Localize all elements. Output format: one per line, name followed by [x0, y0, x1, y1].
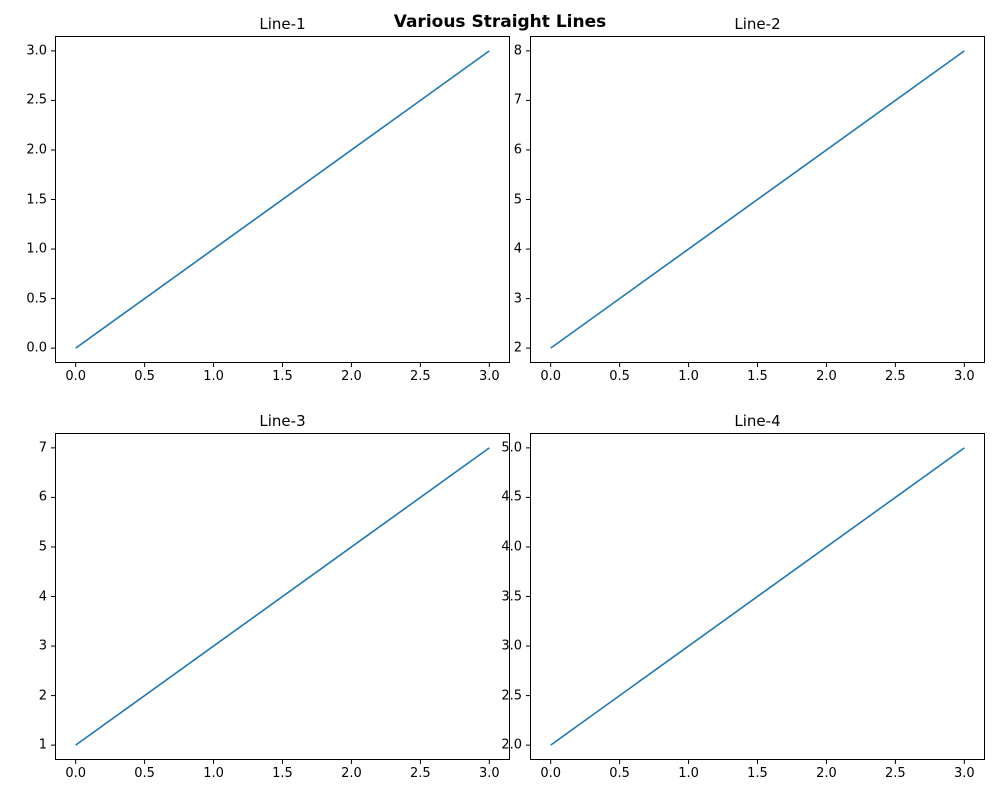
y-tick-label: 4: [7, 589, 47, 604]
x-tick-label: 2.5: [885, 369, 906, 384]
x-tick-label: 3.0: [479, 766, 500, 781]
subplot-title-line-4: Line-4: [530, 412, 985, 430]
x-tick-label: 2.0: [816, 766, 837, 781]
y-tick-label: 7: [482, 93, 522, 108]
x-tick-label: 3.0: [479, 369, 500, 384]
y-tick-label: 1.0: [7, 242, 47, 257]
subplot-line-4: Line-4 0.00.51.01.52.02.53.02.02.53.03.5…: [530, 433, 985, 760]
y-tick-label: 4.5: [482, 490, 522, 505]
x-tick-label: 1.5: [747, 766, 768, 781]
subplot-line-2: Line-2 0.00.51.01.52.02.53.02345678: [530, 36, 985, 363]
x-tick-label: 0.5: [609, 369, 630, 384]
x-tick-label: 1.0: [203, 766, 224, 781]
x-tick-label: 3.0: [954, 369, 975, 384]
subplot-line-1: Line-1 0.00.51.01.52.02.53.00.00.51.01.5…: [55, 36, 510, 363]
axes-line-3: 0.00.51.01.52.02.53.01234567: [55, 433, 510, 760]
subplot-title-line-1: Line-1: [55, 15, 510, 33]
y-tick-label: 2.5: [7, 93, 47, 108]
x-tick-label: 2.0: [341, 766, 362, 781]
y-tick-label: 2.0: [7, 142, 47, 157]
plot-svg-line-1: [55, 36, 510, 363]
y-tick-label: 6: [482, 142, 522, 157]
plot-svg-line-3: [55, 433, 510, 760]
figure: Various Straight Lines Line-1 0.00.51.01…: [0, 0, 1000, 800]
x-tick-label: 2.5: [410, 766, 431, 781]
y-tick-label: 1: [7, 738, 47, 753]
y-tick-label: 3.5: [482, 589, 522, 604]
x-tick-label: 2.0: [816, 369, 837, 384]
plot-svg-line-4: [530, 433, 985, 760]
data-line: [551, 51, 965, 348]
x-tick-label: 2.5: [885, 766, 906, 781]
data-line: [551, 448, 965, 745]
axes-line-2: 0.00.51.01.52.02.53.02345678: [530, 36, 985, 363]
x-tick-label: 0.5: [134, 766, 155, 781]
x-tick-label: 0.5: [134, 369, 155, 384]
x-tick-label: 1.5: [272, 766, 293, 781]
y-tick-label: 2.0: [482, 738, 522, 753]
y-tick-label: 4.0: [482, 539, 522, 554]
data-line: [76, 51, 490, 348]
y-tick-label: 3.0: [482, 639, 522, 654]
y-tick-label: 2: [482, 341, 522, 356]
x-tick-label: 1.0: [203, 369, 224, 384]
y-tick-label: 3: [7, 639, 47, 654]
y-tick-label: 1.5: [7, 192, 47, 207]
axes-line-1: 0.00.51.01.52.02.53.00.00.51.01.52.02.53…: [55, 36, 510, 363]
plot-svg-line-2: [530, 36, 985, 363]
x-tick-label: 1.5: [747, 369, 768, 384]
x-tick-label: 0.0: [65, 369, 86, 384]
y-tick-label: 2.5: [482, 688, 522, 703]
subplot-title-line-3: Line-3: [55, 412, 510, 430]
y-tick-label: 6: [7, 490, 47, 505]
x-tick-label: 1.5: [272, 369, 293, 384]
y-tick-label: 7: [7, 440, 47, 455]
y-tick-label: 4: [482, 242, 522, 257]
x-tick-label: 3.0: [954, 766, 975, 781]
y-tick-label: 0.0: [7, 341, 47, 356]
y-tick-label: 3.0: [7, 43, 47, 58]
y-tick-label: 8: [482, 43, 522, 58]
y-tick-label: 5: [7, 539, 47, 554]
x-tick-label: 1.0: [678, 766, 699, 781]
x-tick-label: 1.0: [678, 369, 699, 384]
x-tick-label: 0.0: [65, 766, 86, 781]
x-tick-label: 0.0: [540, 766, 561, 781]
subplot-line-3: Line-3 0.00.51.01.52.02.53.01234567: [55, 433, 510, 760]
axes-line-4: 0.00.51.01.52.02.53.02.02.53.03.54.04.55…: [530, 433, 985, 760]
y-tick-label: 5: [482, 192, 522, 207]
y-tick-label: 3: [482, 291, 522, 306]
x-tick-label: 2.0: [341, 369, 362, 384]
subplot-title-line-2: Line-2: [530, 15, 985, 33]
x-tick-label: 0.5: [609, 766, 630, 781]
x-tick-label: 2.5: [410, 369, 431, 384]
y-tick-label: 5.0: [482, 440, 522, 455]
data-line: [76, 448, 490, 745]
y-tick-label: 0.5: [7, 291, 47, 306]
y-tick-label: 2: [7, 688, 47, 703]
x-tick-label: 0.0: [540, 369, 561, 384]
